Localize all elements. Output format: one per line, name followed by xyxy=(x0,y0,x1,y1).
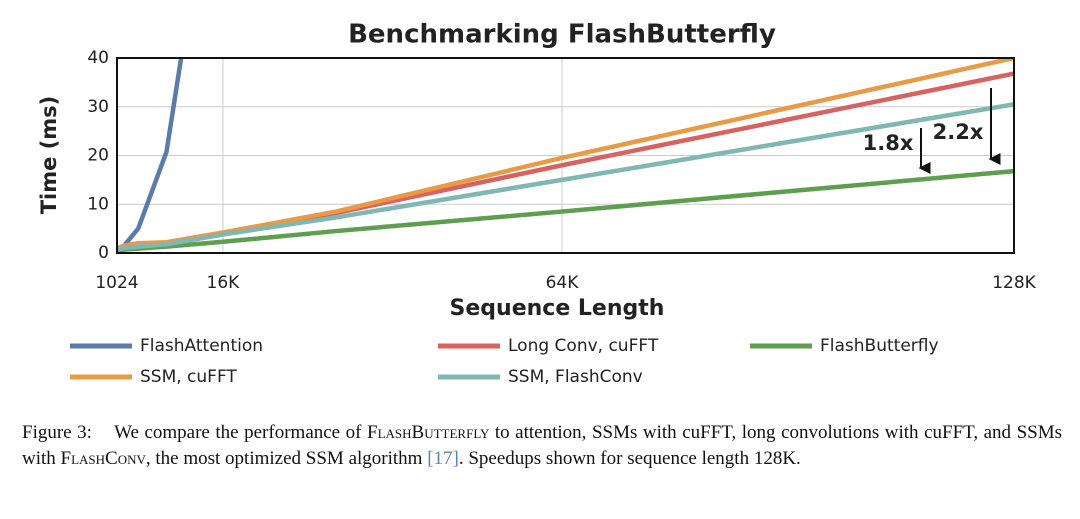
legend-label: SSM, FlashConv xyxy=(508,367,643,387)
y-tick-label: 30 xyxy=(87,97,109,117)
chart-title: Benchmarking FlashButterfly xyxy=(348,20,776,50)
legend-label: Long Conv, cuFFT xyxy=(508,336,659,356)
annotation: 2.2x xyxy=(933,120,984,144)
caption-text: [17] xyxy=(427,448,459,469)
y-axis-label: Time (ms) xyxy=(37,96,61,215)
x-tick-label: 64K xyxy=(546,273,580,293)
caption-text: , the most optimized SSM algorithm xyxy=(145,448,428,469)
legend-label: FlashButterfly xyxy=(820,336,939,356)
y-tick-label: 0 xyxy=(98,243,109,263)
y-tick-label: 40 xyxy=(87,48,109,68)
figure-label: Figure 3: xyxy=(22,422,92,443)
y-tick-label: 20 xyxy=(87,146,109,166)
x-axis-label: Sequence Length xyxy=(450,296,665,321)
plot-area xyxy=(117,58,1014,253)
legend: FlashAttention Long Conv, cuFFT FlashButte… xyxy=(70,336,939,387)
caption-text: FlashConv xyxy=(60,448,146,469)
series-line xyxy=(117,102,1014,252)
caption-text: . Speedups shown for sequence length 128… xyxy=(458,448,801,469)
plot-frame xyxy=(116,57,1015,254)
series-line xyxy=(117,168,1014,253)
series-line xyxy=(117,71,1014,252)
x-tick-label: 1024 xyxy=(95,273,138,293)
annotation: 1.8x xyxy=(863,131,914,155)
x-tick-label: 16K xyxy=(207,273,241,293)
chart: Benchmarking FlashButterfly Time (ms) Se… xyxy=(37,20,1037,388)
x-tick-label: 128K xyxy=(992,273,1036,293)
caption-text: We compare the performance of xyxy=(114,422,368,443)
y-tick-label: 10 xyxy=(87,194,109,214)
caption-text: to attention, SSMs with cuFFT, long conv… xyxy=(22,422,1063,469)
legend-label: SSM, cuFFT xyxy=(140,367,237,387)
caption: Figure 3: We compare the performance of … xyxy=(22,420,1062,472)
caption-text: FlashButterfly xyxy=(367,422,490,443)
legend-label: FlashAttention xyxy=(140,336,263,356)
series-line xyxy=(117,58,184,253)
